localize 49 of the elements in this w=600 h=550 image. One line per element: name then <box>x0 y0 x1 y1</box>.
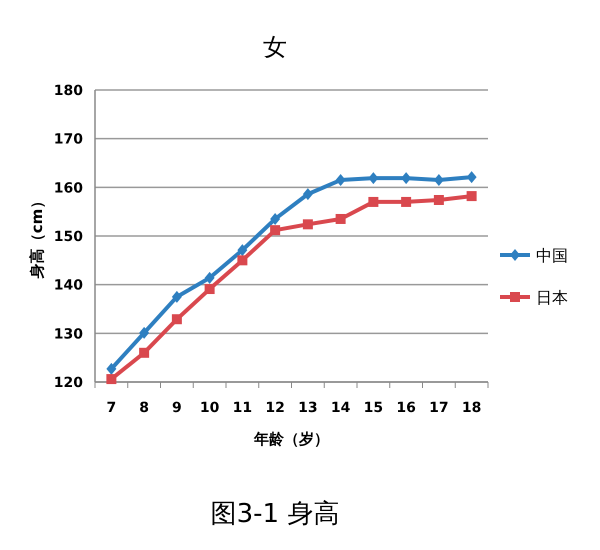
point <box>434 174 444 186</box>
point <box>139 348 150 358</box>
point <box>368 196 378 207</box>
point <box>401 172 412 184</box>
y-tick-label: 130 <box>54 326 84 342</box>
point <box>237 244 248 256</box>
point <box>139 326 150 339</box>
y-axis-title: 身高（cm） <box>28 194 46 280</box>
y-tick-label: 120 <box>54 375 84 391</box>
point <box>302 219 313 230</box>
x-tick-label: 18 <box>462 400 482 416</box>
y-tick-label: 160 <box>54 180 84 196</box>
caption: 图3-1 身高 <box>210 499 340 529</box>
x-tick-label: 15 <box>364 400 384 416</box>
x-tick-label: 7 <box>106 400 116 416</box>
y-tick-label: 140 <box>54 278 84 294</box>
legend-label: 中国 <box>536 246 568 265</box>
chart-title: 女 <box>263 33 287 61</box>
x-tick-label: 13 <box>298 400 318 416</box>
point <box>336 214 346 224</box>
x-tick-label: 10 <box>200 400 220 416</box>
point <box>434 194 444 205</box>
point <box>172 290 182 303</box>
x-tick-label: 17 <box>429 400 449 416</box>
x-tick-label: 11 <box>232 400 252 416</box>
x-tick-label: 8 <box>139 400 149 416</box>
x-tick-label: 12 <box>265 400 285 416</box>
x-tick-label: 16 <box>396 400 416 416</box>
point <box>336 174 346 186</box>
x-tick-label: 9 <box>172 400 182 416</box>
point <box>302 188 313 200</box>
y-tick-label: 180 <box>54 83 84 99</box>
y-tick-label: 150 <box>54 229 84 245</box>
point <box>106 374 116 384</box>
point <box>204 272 215 284</box>
point <box>401 196 412 207</box>
point <box>106 362 116 375</box>
point <box>466 171 477 184</box>
point <box>270 212 280 225</box>
y-tick-label: 170 <box>54 132 84 148</box>
x-axis-title: 年龄（岁） <box>253 430 329 448</box>
legend-label: 日本 <box>536 288 568 307</box>
point <box>270 225 280 236</box>
point <box>237 255 248 266</box>
x-tick-label: 14 <box>330 400 351 416</box>
point <box>466 191 477 202</box>
point <box>172 314 182 324</box>
point <box>368 172 378 184</box>
point <box>204 284 215 294</box>
